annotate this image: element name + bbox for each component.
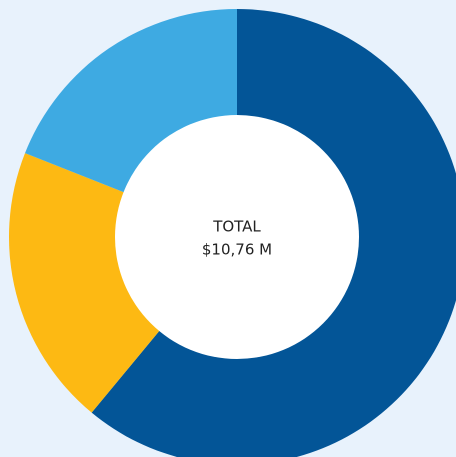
donut-hole	[115, 115, 359, 359]
center-title: TOTAL	[212, 218, 261, 236]
center-value: $10,76 M	[202, 241, 272, 259]
